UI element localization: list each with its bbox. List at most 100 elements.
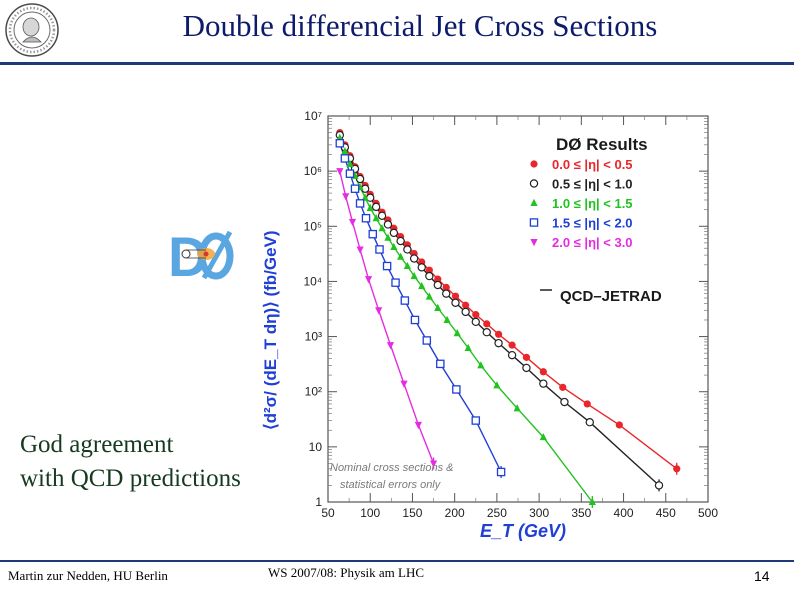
x-tick-label: 50 xyxy=(321,506,335,520)
data-point xyxy=(390,242,398,251)
data-point xyxy=(418,281,426,290)
y-tick-label: 1 xyxy=(315,495,322,509)
x-tick-label: 100 xyxy=(360,506,380,520)
footer-divider xyxy=(0,560,794,562)
data-point xyxy=(384,233,392,241)
data-point xyxy=(372,214,380,222)
y-tick-label: 10³ xyxy=(305,330,322,344)
data-point xyxy=(494,338,503,348)
y-tick-label: 10 xyxy=(309,440,323,454)
data-point xyxy=(471,416,481,425)
data-point xyxy=(425,266,433,274)
data-point xyxy=(361,193,369,201)
data-point xyxy=(409,254,419,263)
data-point xyxy=(383,220,393,229)
cross-section-plot: 1 10 10² 10³ 10⁴ 10⁵ 10⁶ 10⁷ 50 100 150 200 250 300 3… xyxy=(303,109,718,541)
data-point xyxy=(434,275,442,283)
legend-entry: 1.0 ≤ |η| < 1.5 xyxy=(552,196,633,211)
legend-entry: 1.5 ≤ |η| < 2.0 xyxy=(552,216,633,231)
annotation-line-1: Nominal cross sections & xyxy=(330,462,454,474)
y-tick-label: 10⁷ xyxy=(304,109,322,123)
data-point xyxy=(336,168,344,176)
data-point xyxy=(368,229,378,239)
data-point xyxy=(522,363,531,373)
data-point xyxy=(508,341,516,349)
data-point xyxy=(366,203,374,211)
x-tick-label: 400 xyxy=(614,506,634,520)
data-point xyxy=(414,421,422,430)
data-point xyxy=(391,278,400,287)
data-point xyxy=(377,211,387,220)
data-point xyxy=(560,397,569,407)
data-point xyxy=(496,467,506,477)
theory-legend-label: QCD–JETRAD xyxy=(560,288,662,305)
y-tick-labels: 1 10 10² 10³ 10⁴ 10⁵ 10⁶ 10⁷ xyxy=(303,109,322,509)
y-axis-label-text: ⟨d²σ/ (dE_T dη)⟩ (fb/GeV) xyxy=(261,230,280,430)
data-point xyxy=(453,329,461,337)
data-point xyxy=(452,385,461,394)
data-point xyxy=(451,298,460,307)
legend-title: DØ Results xyxy=(556,135,648,154)
plot-frame xyxy=(327,115,709,503)
x-tick-labels: 50 100 150 200 250 300 350 400 450 500 xyxy=(321,506,718,520)
data-point xyxy=(615,421,623,429)
data-point xyxy=(585,417,594,427)
legend-entry: 0.0 ≤ |η| < 0.5 xyxy=(552,157,633,172)
axis-ticks xyxy=(327,115,709,503)
conclusion-line-1: God agreement xyxy=(20,431,174,458)
y-tick-label: 10⁶ xyxy=(304,164,322,178)
data-point xyxy=(583,400,591,408)
x-tick-label: 200 xyxy=(445,506,465,520)
data-point xyxy=(403,261,411,270)
data-point xyxy=(461,307,470,317)
legend-entry: 0.5 ≤ |η| < 1.0 xyxy=(552,177,633,192)
data-point xyxy=(483,320,491,328)
data-point xyxy=(348,218,357,227)
data-point xyxy=(522,353,531,361)
data-point xyxy=(355,174,365,184)
data-point xyxy=(673,465,681,473)
data-point xyxy=(422,336,432,345)
legend-marker xyxy=(529,218,539,227)
data-point xyxy=(350,184,360,193)
legend-entry: 2.0 ≤ |η| < 3.0 xyxy=(552,235,633,250)
data-point xyxy=(451,292,460,300)
data-point xyxy=(462,301,470,309)
data-point xyxy=(403,245,412,254)
data-point xyxy=(425,292,433,300)
annotation-line-2: statistical errors only xyxy=(340,479,442,491)
data-point xyxy=(375,245,384,254)
data-point xyxy=(433,280,442,290)
data-point xyxy=(472,311,480,319)
d0-experiment-logo: D xyxy=(166,224,236,286)
conclusion-text: God agreement with QCD predictions xyxy=(20,428,241,496)
university-seal-logo xyxy=(5,3,59,57)
x-tick-label: 450 xyxy=(656,506,676,520)
data-points xyxy=(335,128,681,508)
data-point xyxy=(494,330,503,338)
data-point xyxy=(539,379,548,388)
footer-course: WS 2007/08: Physik am LHC xyxy=(268,565,425,580)
data-point xyxy=(477,361,485,369)
x-axis-label: E_T (GeV) xyxy=(480,521,566,541)
conclusion-line-2: with QCD predictions xyxy=(20,465,241,492)
legend-marker xyxy=(530,239,538,247)
data-point xyxy=(436,359,445,369)
data-point xyxy=(341,146,349,155)
title-divider xyxy=(0,62,794,65)
data-point xyxy=(342,193,350,201)
legend-marker xyxy=(529,179,539,188)
data-point xyxy=(345,169,355,178)
data-point xyxy=(434,303,442,311)
legend-marker xyxy=(530,198,538,206)
data-point xyxy=(396,236,405,246)
data-point xyxy=(364,276,373,284)
data-point xyxy=(417,263,426,272)
data-point xyxy=(493,381,501,389)
data-point xyxy=(375,307,383,315)
y-tick-label: 10⁴ xyxy=(303,274,322,288)
data-point xyxy=(539,432,547,441)
data-point xyxy=(471,317,480,327)
data-point xyxy=(371,202,381,212)
data-point xyxy=(425,271,434,281)
